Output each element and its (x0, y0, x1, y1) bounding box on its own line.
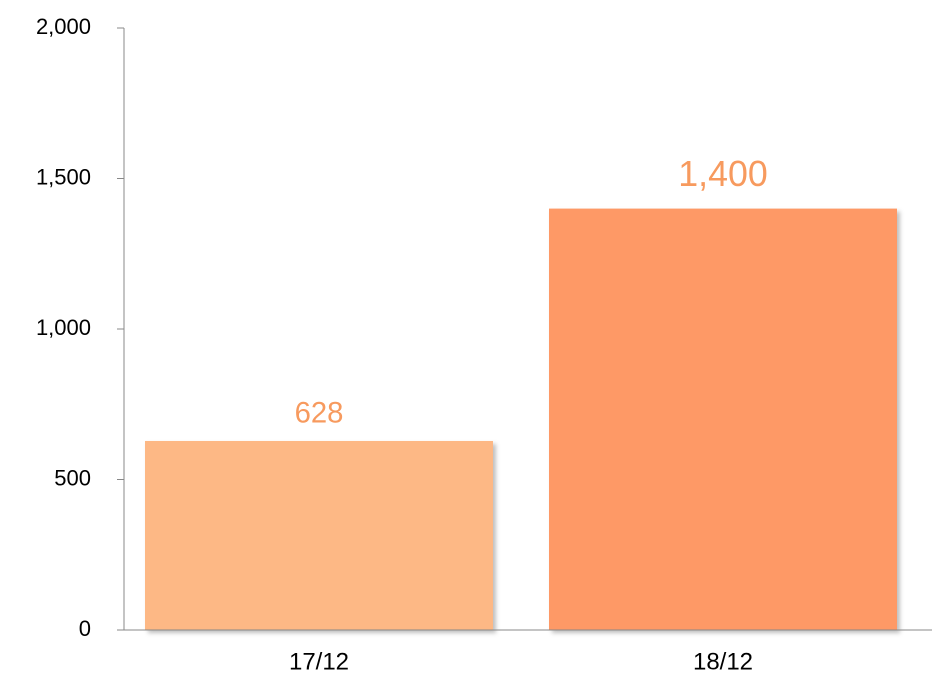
bar (145, 440, 493, 630)
value-label: 628 (295, 397, 344, 429)
y-tick-label: 2,000 (36, 14, 91, 39)
y-tick-label: 500 (54, 465, 91, 490)
bar (549, 208, 897, 630)
y-tick-label: 1,000 (36, 315, 91, 340)
y-tick-label: 0 (79, 616, 91, 641)
y-tick-label: 1,500 (36, 164, 91, 189)
x-tick-label: 18/12 (693, 648, 753, 675)
x-tick-label: 17/12 (289, 648, 349, 675)
value-label: 1,400 (678, 154, 767, 194)
